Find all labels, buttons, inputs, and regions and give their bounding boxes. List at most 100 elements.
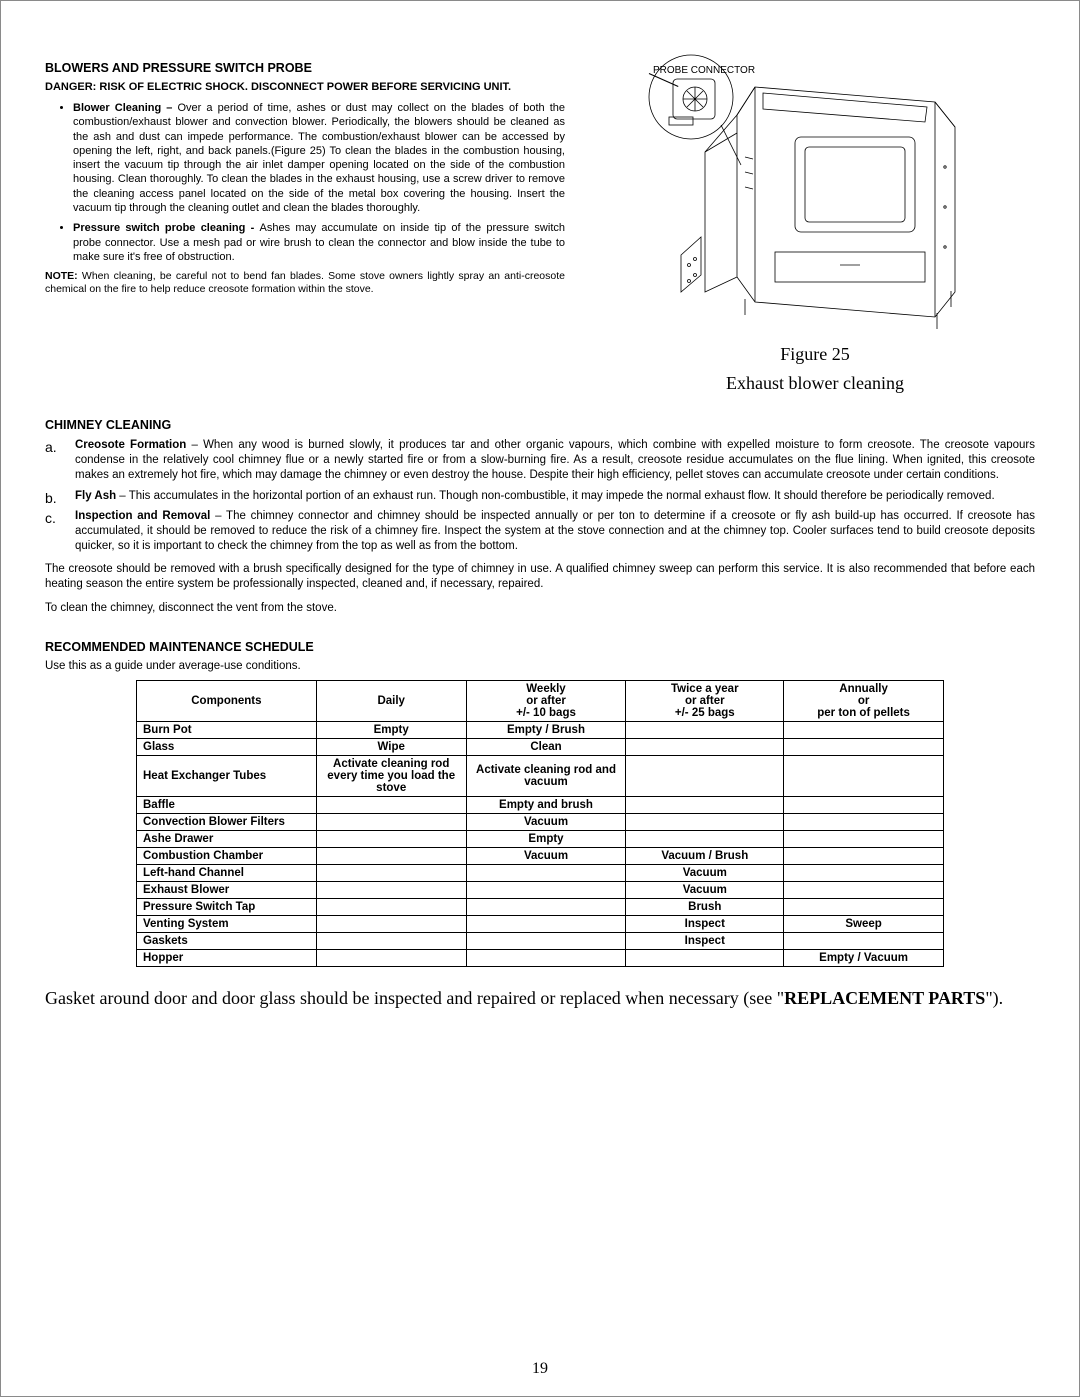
table-cell: Pressure Switch Tap — [137, 898, 317, 915]
chimney-section-title: CHIMNEY CLEANING — [45, 418, 1035, 432]
blowers-section-title: BLOWERS AND PRESSURE SWITCH PROBE — [45, 61, 565, 75]
table-cell: Glass — [137, 738, 317, 755]
table-cell: Vacuum / Brush — [626, 847, 784, 864]
th-daily: Daily — [316, 680, 466, 721]
page-number: 19 — [1, 1360, 1079, 1378]
th-twice: Twice a yearor after+/- 25 bags — [626, 680, 784, 721]
table-cell — [316, 830, 466, 847]
table-cell — [784, 847, 944, 864]
table-cell: Activate cleaning rod every time you loa… — [316, 755, 466, 796]
note-text: When cleaning, be careful not to bend fa… — [45, 270, 565, 295]
creosote-removal-para: The creosote should be removed with a br… — [45, 562, 1035, 592]
table-cell: Empty — [466, 830, 626, 847]
stove-diagram — [645, 37, 985, 337]
figure-caption: Exhaust blower cleaning — [595, 372, 1035, 395]
table-row: Left-hand Channel Vacuum — [137, 864, 944, 881]
maintenance-table: Components Daily Weeklyor after+/- 10 ba… — [136, 680, 944, 967]
table-cell: Activate cleaning rod and vacuum — [466, 755, 626, 796]
chimney-list: a. Creosote Formation – When any wood is… — [45, 438, 1035, 554]
table-cell: Sweep — [784, 915, 944, 932]
table-cell — [626, 813, 784, 830]
blower-cleaning-label: Blower Cleaning – — [73, 102, 178, 114]
table-cell — [784, 830, 944, 847]
table-cell: Brush — [626, 898, 784, 915]
table-cell: Vacuum — [626, 864, 784, 881]
table-cell — [466, 915, 626, 932]
table-cell: Empty — [316, 721, 466, 738]
table-cell — [316, 881, 466, 898]
table-cell — [626, 796, 784, 813]
gasket-note-after: "). — [985, 988, 1003, 1008]
table-row: Venting System InspectSweep — [137, 915, 944, 932]
creosote-label: Creosote Formation — [75, 439, 186, 451]
table-cell: Heat Exchanger Tubes — [137, 755, 317, 796]
table-cell — [316, 932, 466, 949]
cleaning-note: NOTE: When cleaning, be careful not to b… — [45, 270, 565, 296]
blower-bullet-list: Blower Cleaning – Over a period of time,… — [73, 101, 565, 264]
table-cell — [316, 796, 466, 813]
table-row: HopperEmpty / Vacuum — [137, 949, 944, 966]
table-cell — [316, 898, 466, 915]
figure-number: Figure 25 — [595, 343, 1035, 366]
table-cell — [316, 864, 466, 881]
danger-warning: DANGER: RISK OF ELECTRIC SHOCK. DISCONNE… — [45, 81, 565, 93]
table-cell: Left-hand Channel — [137, 864, 317, 881]
schedule-section-title: RECOMMENDED MAINTENANCE SCHEDULE — [45, 640, 1035, 654]
table-cell — [626, 949, 784, 966]
th-annual: Annuallyorper ton of pellets — [784, 680, 944, 721]
th-weekly: Weeklyor after+/- 10 bags — [466, 680, 626, 721]
th-components: Components — [137, 680, 317, 721]
maintenance-table-body: Burn PotEmptyEmpty / BrushGlassWipeClean… — [137, 721, 944, 966]
flyash-text: – This accumulates in the horizontal por… — [116, 490, 995, 502]
table-row: Convection Blower Filters Vacuum — [137, 813, 944, 830]
schedule-intro: Use this as a guide under average-use co… — [45, 660, 1035, 672]
table-cell — [784, 796, 944, 813]
table-cell: Burn Pot — [137, 721, 317, 738]
table-cell: Clean — [466, 738, 626, 755]
table-cell — [466, 949, 626, 966]
replacement-parts-bold: REPLACEMENT PARTS — [784, 988, 985, 1008]
table-cell — [626, 738, 784, 755]
table-cell — [466, 898, 626, 915]
table-cell — [316, 915, 466, 932]
table-cell — [626, 721, 784, 738]
table-cell — [784, 755, 944, 796]
table-cell — [466, 864, 626, 881]
table-row: Ashe DrawerEmpty — [137, 830, 944, 847]
table-cell: Vacuum — [626, 881, 784, 898]
table-cell: Venting System — [137, 915, 317, 932]
table-cell: Inspect — [626, 915, 784, 932]
item-b-mark: b. — [45, 489, 57, 507]
blower-cleaning-item: Blower Cleaning – Over a period of time,… — [73, 101, 565, 215]
table-cell — [784, 813, 944, 830]
table-row: Burn PotEmptyEmpty / Brush — [137, 721, 944, 738]
table-row: Baffle Empty and brush — [137, 796, 944, 813]
creosote-text: – When any wood is burned slowly, it pro… — [75, 439, 1035, 481]
flyash-item: b. Fly Ash – This accumulates in the hor… — [45, 489, 1035, 504]
table-cell: Empty / Brush — [466, 721, 626, 738]
table-cell: Hopper — [137, 949, 317, 966]
inspection-item: c. Inspection and Removal – The chimney … — [45, 509, 1035, 555]
table-cell: Exhaust Blower — [137, 881, 317, 898]
table-cell: Vacuum — [466, 813, 626, 830]
table-cell — [784, 881, 944, 898]
table-row: Heat Exchanger TubesActivate cleaning ro… — [137, 755, 944, 796]
table-cell: Convection Blower Filters — [137, 813, 317, 830]
gasket-note-before: Gasket around door and door glass should… — [45, 988, 784, 1008]
table-cell — [784, 738, 944, 755]
probe-connector-label: PROBE CONNECTOR — [653, 65, 755, 76]
blower-cleaning-text: Over a period of time, ashes or dust may… — [73, 102, 565, 214]
table-cell — [784, 898, 944, 915]
table-cell: Baffle — [137, 796, 317, 813]
table-cell: Vacuum — [466, 847, 626, 864]
table-header-row: Components Daily Weeklyor after+/- 10 ba… — [137, 680, 944, 721]
table-cell — [784, 864, 944, 881]
item-a-mark: a. — [45, 438, 57, 456]
table-cell: Wipe — [316, 738, 466, 755]
table-cell: Empty and brush — [466, 796, 626, 813]
disconnect-vent-para: To clean the chimney, disconnect the ven… — [45, 601, 1035, 616]
table-row: GlassWipeClean — [137, 738, 944, 755]
table-cell: Inspect — [626, 932, 784, 949]
table-cell — [466, 881, 626, 898]
table-cell — [784, 932, 944, 949]
